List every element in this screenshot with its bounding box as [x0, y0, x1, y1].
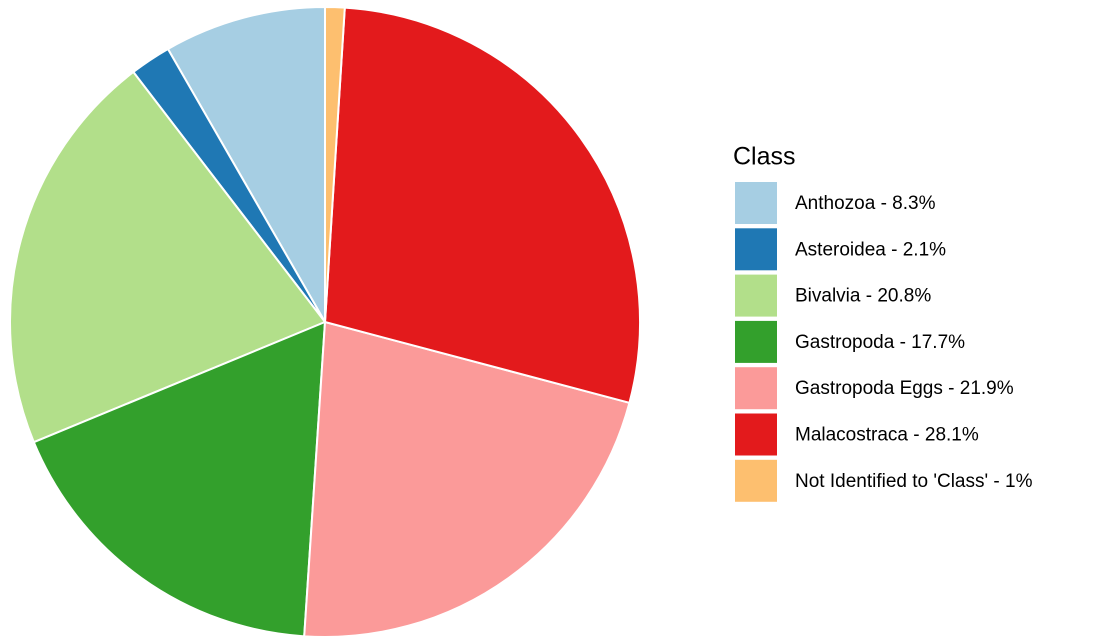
legend-label: Not Identified to 'Class' - 1% — [795, 471, 1033, 492]
legend-key — [735, 367, 777, 410]
legend-label: Anthozoa - 8.3% — [795, 193, 936, 214]
legend-label: Bivalvia - 20.8% — [795, 286, 931, 307]
legend-label: Malacostraca - 28.1% — [795, 425, 979, 446]
legend-key — [735, 413, 777, 456]
legend-label: Asteroidea - 2.1% — [795, 239, 946, 260]
legend-label: Gastropoda - 17.7% — [795, 332, 965, 353]
pie-slice — [32, 320, 327, 637]
legend-title: Class — [733, 143, 796, 171]
legend-key — [735, 228, 777, 271]
legend-key — [735, 182, 777, 224]
legend-label: Gastropoda Eggs - 21.9% — [795, 378, 1014, 399]
legend-key — [735, 320, 777, 363]
pie-slice — [9, 70, 327, 444]
pie-slice — [324, 5, 346, 323]
legend-key — [735, 274, 777, 317]
pie-slice — [323, 6, 641, 405]
pie-slice — [166, 5, 326, 326]
legend-key — [735, 459, 777, 502]
pie-slice — [303, 320, 631, 637]
